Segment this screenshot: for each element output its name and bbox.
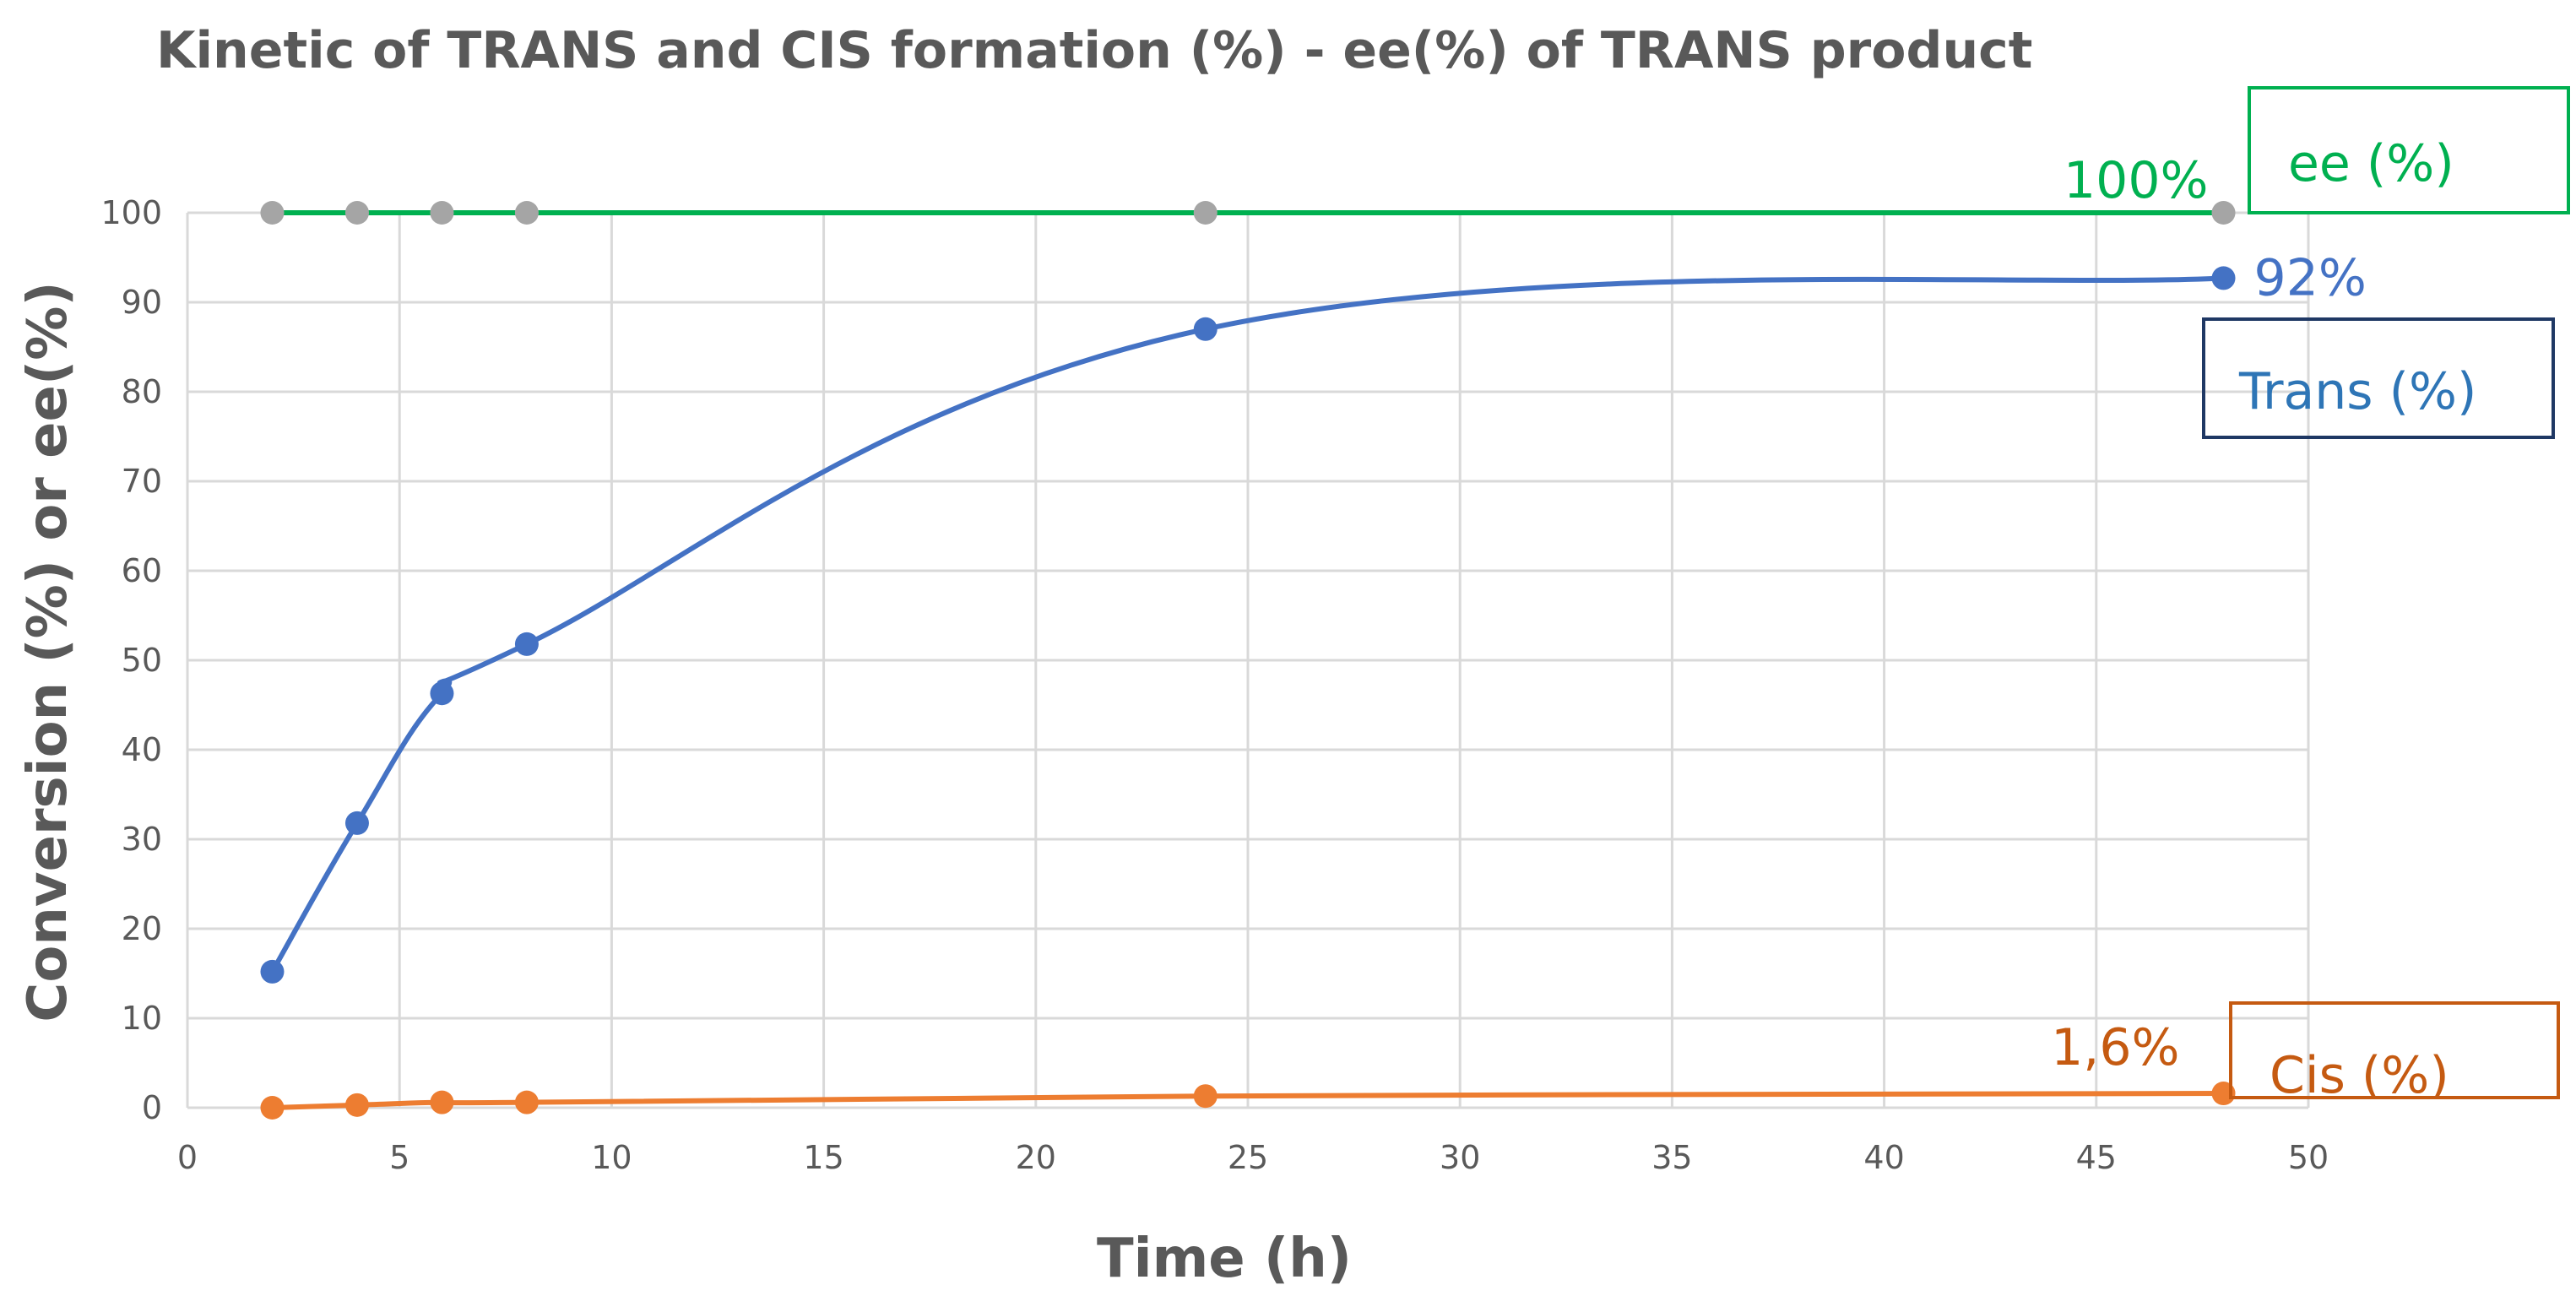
y-tick-label: 50 (122, 642, 162, 679)
y-tick-label: 70 (122, 463, 162, 500)
x-tick-label: 5 (389, 1139, 409, 1176)
x-tick-label: 30 (1440, 1139, 1480, 1176)
tick-labels: 0 5 10 15 20 25 30 35 40 45 50 0 10 20 30 40 50 60 70 80 90 1… (100, 194, 2329, 1176)
y-axis-title: Conversion (%) or ee(%) (17, 281, 79, 1022)
series-line-1 (269, 275, 2224, 973)
data-label: 92% (2254, 248, 2367, 307)
data-point (2211, 201, 2236, 225)
x-tick-label: 20 (1016, 1139, 1056, 1176)
data-point (514, 632, 539, 656)
data-point (260, 959, 285, 984)
y-tick-label: 100 (100, 194, 162, 231)
y-tick-label: 20 (122, 910, 162, 947)
data-point (344, 1093, 369, 1117)
data-point (1193, 317, 1217, 341)
data-point (260, 201, 285, 225)
series-line-2 (272, 1091, 2224, 1110)
data-label: 100% (2064, 151, 2209, 210)
y-tick-label: 90 (122, 284, 162, 321)
legend-label: Cis (%) (2270, 1046, 2449, 1105)
data-point (430, 1090, 454, 1114)
data-point (514, 201, 539, 225)
data-point (514, 1090, 539, 1114)
legend-box (2248, 86, 2570, 214)
x-tick-label: 45 (2076, 1139, 2117, 1176)
y-tick-label: 40 (122, 731, 162, 768)
legend-box (2229, 1001, 2560, 1099)
x-tick-label: 50 (2288, 1139, 2329, 1176)
legend-label: Trans (%) (2238, 362, 2476, 421)
x-axis-title: Time (h) (1097, 1228, 1352, 1290)
data-point (2211, 266, 2236, 290)
legend: ee (%) Trans (%) Cis (%) (2202, 86, 2570, 1105)
x-tick-label: 0 (177, 1139, 198, 1176)
data-labels: 100% 92% 1,6% (2051, 151, 2367, 1077)
legend-box (2202, 317, 2555, 439)
grid (186, 211, 2310, 1109)
y-tick-label: 60 (122, 552, 162, 589)
data-point (260, 1096, 285, 1120)
x-tick-label: 25 (1228, 1139, 1268, 1176)
series (260, 201, 2236, 1120)
data-label: 1,6% (2051, 1018, 2179, 1077)
data-point (430, 201, 454, 225)
chart-title: Kinetic of TRANS and CIS formation (%) -… (156, 21, 2032, 80)
y-tick-label: 10 (122, 1000, 162, 1037)
legend-label: ee (%) (2288, 134, 2454, 193)
x-tick-label: 40 (1863, 1139, 1904, 1176)
data-point (1193, 1084, 1217, 1109)
x-tick-label: 15 (803, 1139, 843, 1176)
data-point (344, 811, 369, 835)
data-point (1193, 201, 1217, 225)
x-tick-label: 35 (1651, 1139, 1692, 1176)
data-point (430, 681, 454, 706)
data-point (344, 201, 369, 225)
y-tick-label: 80 (122, 373, 162, 410)
y-tick-label: 30 (122, 821, 162, 858)
x-tick-label: 10 (591, 1139, 632, 1176)
y-tick-label: 0 (142, 1089, 162, 1126)
